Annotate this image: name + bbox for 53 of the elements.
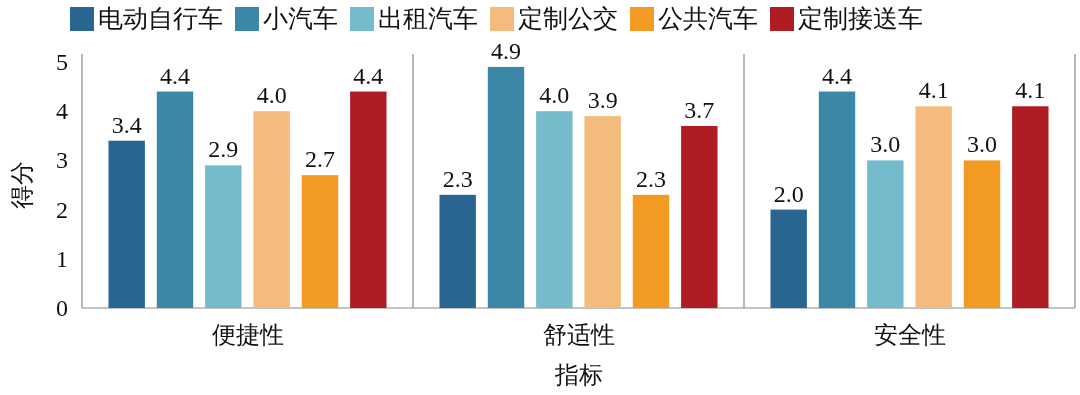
x-tick-label: 安全性 [873,321,946,349]
data-label: 2.7 [304,146,335,173]
data-label: 4.0 [256,82,287,109]
bar [301,175,339,308]
legend-label: 电动自行车 [98,4,223,33]
legend-label: 出租汽车 [378,4,478,33]
data-label: 3.0 [870,131,901,158]
y-tick-label: 0 [56,295,68,321]
bar [253,111,290,308]
bar [915,106,952,308]
x-tick-label: 舒适性 [542,321,615,349]
bar [156,91,194,308]
data-label: 3.9 [587,87,618,114]
bar [350,91,387,308]
legend-label: 公共汽车 [658,4,758,33]
y-tick-label: 1 [56,245,68,272]
y-tick-label: 3 [56,147,68,174]
bar [584,116,621,308]
bar [770,209,807,308]
data-label: 2.3 [635,165,666,192]
y-tick-label: 5 [56,49,68,75]
bar [108,140,145,308]
data-label: 4.1 [918,77,949,104]
legend-label: 小汽车 [263,4,338,33]
bar [487,66,525,308]
bar [867,160,904,308]
bar [536,111,573,308]
bar [681,125,718,308]
legend-label: 定制接送车 [798,4,923,33]
data-label: 4.1 [1015,77,1046,104]
bar [439,194,476,308]
bar [1012,106,1049,308]
data-label: 3.0 [966,131,997,158]
data-label: 4.4 [822,62,853,89]
data-label: 2.9 [208,136,239,163]
data-label: 3.7 [684,96,715,123]
y-tick-label: 2 [56,196,68,223]
data-label: 4.0 [539,82,570,109]
data-label: 4.9 [491,37,522,64]
data-label: 2.0 [773,180,804,207]
bar [632,194,670,308]
x-tick-label: 便捷性 [211,321,284,349]
data-label: 3.4 [111,111,142,138]
bar [818,91,856,308]
data-label: 4.4 [160,62,191,89]
data-label: 4.4 [353,62,384,89]
legend-label: 定制公交 [518,4,618,33]
bar [963,160,1001,308]
x-axis-title: 指标 [553,361,603,389]
data-label: 2.3 [442,165,473,192]
y-tick-label: 4 [56,98,68,125]
y-axis-title: 得分 [8,161,36,209]
bar [205,165,242,308]
